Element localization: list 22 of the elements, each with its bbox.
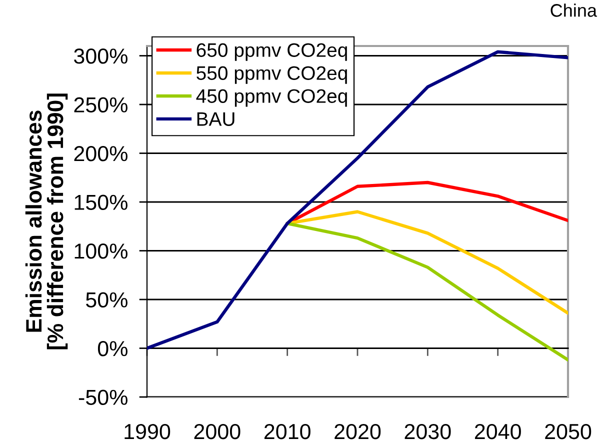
- x-tick-label: 1990: [124, 424, 170, 440]
- y-tick-label: 300%: [74, 48, 128, 64]
- y-tick-label: 100%: [74, 244, 128, 259]
- legend-label: 650 ppmv CO2eq: [196, 43, 347, 61]
- y-tick-label: 50%: [86, 292, 128, 308]
- y-tick-label: 250%: [74, 97, 128, 113]
- x-tick-label: 2020: [334, 424, 381, 440]
- legend-label: BAU: [197, 112, 234, 126]
- y-tick-label: 0%: [98, 341, 128, 356]
- y-tick-label: -50%: [78, 390, 128, 406]
- y-axis-title: Emission allowances [% difference from 1990]: [25, 94, 68, 350]
- legend-label: 550 ppmv CO2eq: [196, 66, 347, 84]
- line-series: [286, 222, 568, 362]
- x-tick-label: 2050: [545, 424, 592, 440]
- y-tick-label: 150%: [74, 194, 128, 210]
- x-tick-label: 2000: [194, 424, 240, 440]
- x-tick-label: 2040: [474, 424, 521, 440]
- chart-title: China: [550, 4, 597, 17]
- x-tick-label: 2030: [404, 424, 451, 440]
- x-tick-label: 2010: [264, 424, 310, 440]
- legend-label: 450 ppmv CO2eq: [196, 89, 347, 107]
- y-tick-label: 200%: [74, 146, 128, 162]
